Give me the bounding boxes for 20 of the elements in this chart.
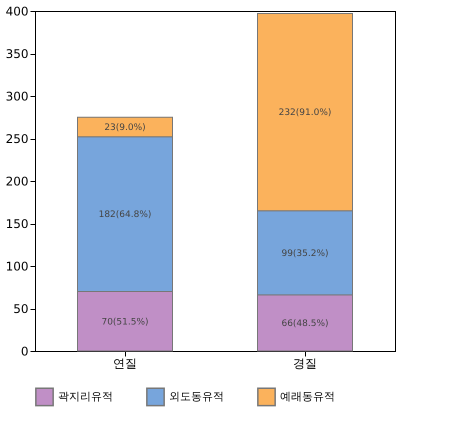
y-tick-label: 200 [6, 174, 28, 188]
y-tick-label: 400 [6, 4, 28, 18]
x-tick-label: 연질 [113, 356, 137, 370]
y-tick-label: 350 [6, 47, 28, 61]
y-tick-label: 250 [6, 132, 28, 146]
data-label: 182(64.8%) [98, 210, 152, 220]
y-tick-label: 100 [6, 260, 28, 274]
y-tick-label: 50 [13, 302, 28, 316]
data-label: 70(51.5%) [101, 317, 149, 328]
y-tick-label: 150 [6, 217, 28, 231]
x-tick-label: 경질 [293, 356, 317, 370]
legend-label: 곽지리유적 [58, 390, 113, 403]
y-tick-label: 0 [20, 344, 28, 358]
data-label: 23(9.0%) [104, 123, 146, 134]
data-label: 232(91.0%) [278, 108, 332, 118]
legend-label: 외도동유적 [169, 390, 224, 403]
data-label: 66(48.5%) [281, 318, 329, 329]
data-label: 99(35.2%) [281, 248, 329, 259]
legend-label: 예래동유적 [280, 390, 335, 403]
y-tick-label: 300 [6, 90, 28, 104]
